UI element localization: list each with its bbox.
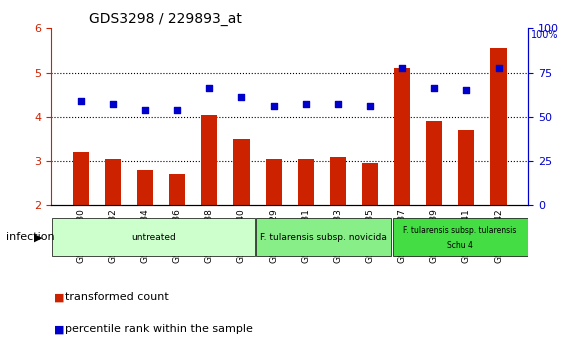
FancyBboxPatch shape [52,218,255,256]
Text: F. tularensis subsp. novicida: F. tularensis subsp. novicida [260,233,387,242]
Text: ■: ■ [54,292,64,302]
Point [76,98,85,104]
Point [269,103,278,109]
Text: 100%: 100% [531,30,558,40]
FancyBboxPatch shape [392,218,528,256]
Point [398,65,407,71]
Bar [233,139,249,205]
Point [494,65,503,71]
Bar [73,152,89,205]
Bar [491,48,507,205]
Text: Schu 4: Schu 4 [447,241,473,250]
FancyBboxPatch shape [256,218,391,256]
Point [301,101,310,107]
Point [108,101,118,107]
Point [430,85,439,91]
Bar [266,159,282,205]
Text: untreated: untreated [131,233,176,242]
Point [237,94,246,100]
Text: ▶: ▶ [34,232,43,242]
Bar [330,156,346,205]
Point [173,107,182,113]
Text: ■: ■ [54,324,64,334]
Point [462,87,471,93]
Bar [169,175,185,205]
Text: infection: infection [6,232,55,242]
Bar [137,170,153,205]
Bar [201,115,218,205]
Bar [298,159,314,205]
Point [140,107,149,113]
Text: percentile rank within the sample: percentile rank within the sample [65,324,253,334]
Text: transformed count: transformed count [65,292,169,302]
Point [365,103,374,109]
Bar [362,163,378,205]
Bar [426,121,442,205]
Text: GDS3298 / 229893_at: GDS3298 / 229893_at [89,12,242,26]
Point [205,85,214,91]
Bar [458,130,474,205]
Point [333,101,343,107]
Bar [105,159,121,205]
Text: F. tularensis subsp. tularensis: F. tularensis subsp. tularensis [403,226,517,235]
Bar [394,68,410,205]
